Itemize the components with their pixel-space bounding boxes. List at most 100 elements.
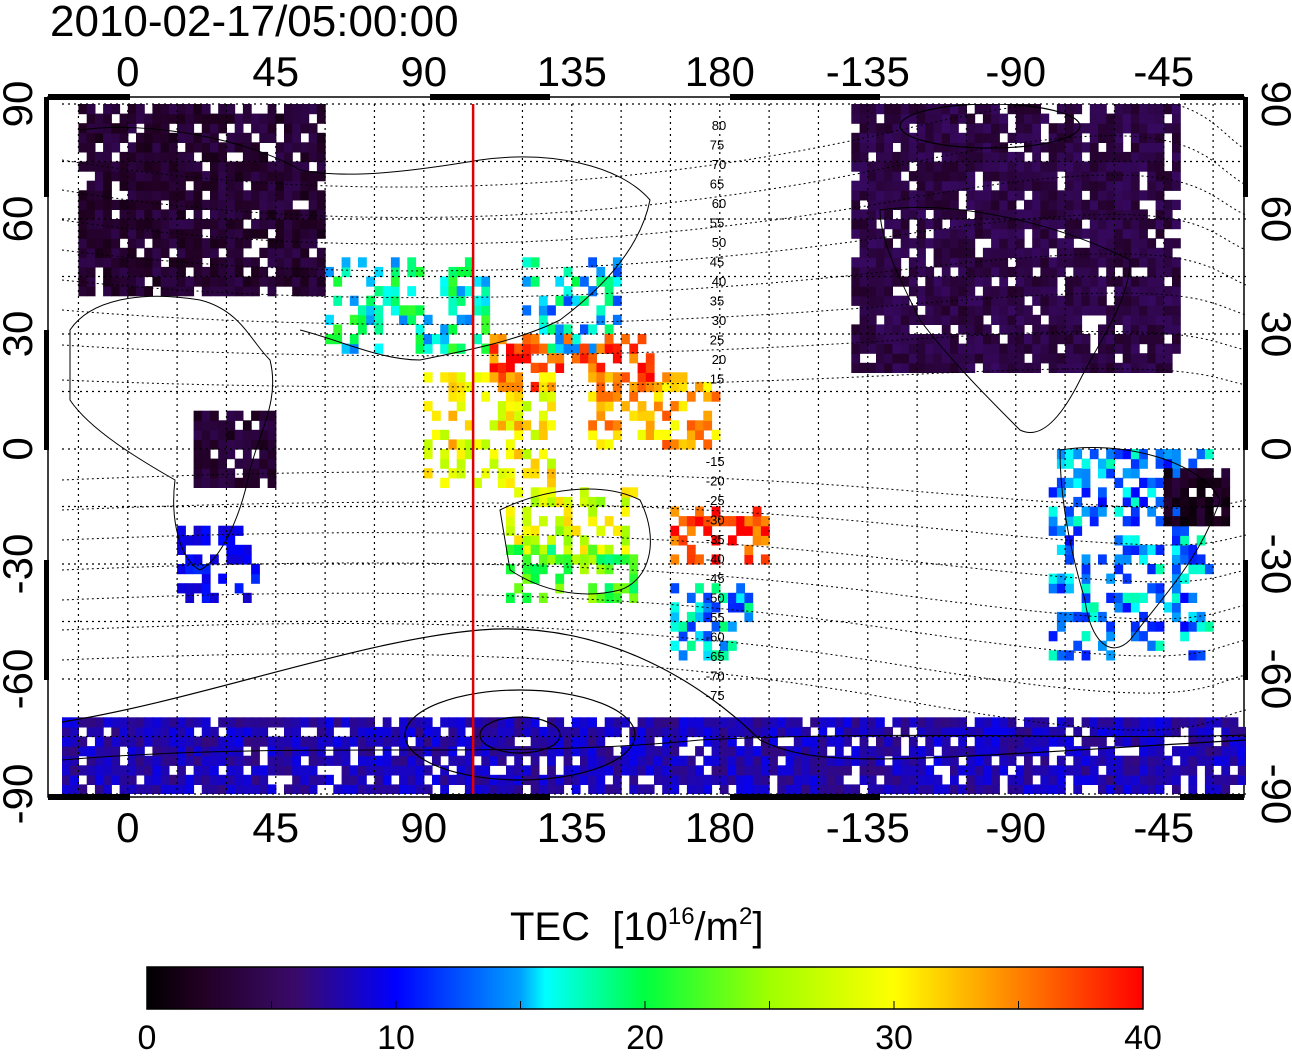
tec-cell: [1122, 286, 1132, 297]
tec-cell: [127, 774, 137, 785]
tec-cell: [867, 171, 877, 182]
tec-cell: [547, 774, 556, 785]
tec-cell: [201, 449, 211, 460]
tec-cell: [267, 286, 277, 297]
tec-cell: [1056, 458, 1066, 469]
tec-region: [325, 257, 491, 354]
tec-cell: [1114, 276, 1124, 287]
tec-cell: [489, 458, 499, 469]
tec-cell: [917, 151, 926, 163]
tec-cell: [884, 209, 893, 220]
tec-cell: [481, 324, 491, 335]
tec-cell: [1015, 113, 1025, 124]
tec-cell: [119, 717, 129, 728]
tec-cell: [366, 765, 375, 776]
tec-cell: [571, 746, 581, 757]
tec-cell: [859, 219, 869, 230]
tec-cell: [1172, 726, 1181, 738]
tec-cell: [111, 717, 121, 728]
tec-cell: [612, 420, 622, 431]
tec-cell: [686, 391, 696, 402]
tec-cell: [407, 717, 417, 728]
tec-cell: [908, 199, 918, 210]
tec-cell: [547, 458, 556, 469]
y-tick-label-right: 30: [1253, 311, 1292, 358]
tec-cell: [275, 161, 285, 172]
tec-cell: [1130, 113, 1140, 124]
tec-cell: [1122, 736, 1132, 747]
tec-cell: [571, 784, 581, 794]
tec-cell: [201, 238, 211, 249]
tec-cell: [177, 774, 186, 785]
tec-cell: [1081, 161, 1091, 172]
tec-cell: [448, 372, 458, 383]
tec-cell: [267, 219, 277, 230]
tec-cell: [506, 477, 515, 488]
tec-cell: [908, 314, 918, 325]
tec-cell: [1196, 506, 1206, 517]
tec-cell: [1155, 746, 1165, 757]
tec-cell: [925, 161, 935, 172]
tec-cell: [177, 544, 186, 555]
tec-cell: [193, 410, 203, 421]
tec-cell: [111, 142, 121, 153]
tec-cell: [917, 765, 926, 776]
tec-cell: [210, 266, 219, 278]
tec-cell: [900, 247, 910, 258]
tec-cell: [325, 314, 334, 325]
tec-cell: [358, 305, 367, 316]
tec-cell: [571, 774, 581, 785]
tec-cell: [1024, 726, 1033, 738]
tec-cell: [1155, 353, 1165, 364]
tec-cell: [1073, 132, 1083, 143]
tec-cell: [1073, 611, 1083, 623]
tec-cell: [1065, 161, 1074, 172]
tec-cell: [160, 765, 170, 776]
tec-cell: [292, 247, 301, 258]
tec-cell: [407, 765, 417, 776]
tec-cell: [160, 774, 170, 785]
tec-cell: [974, 190, 984, 201]
tec-cell: [218, 449, 227, 460]
tec-cell: [925, 113, 935, 124]
tec-cell: [1065, 314, 1074, 325]
tec-cell: [908, 717, 918, 728]
tec-cell: [497, 477, 507, 488]
tec-cell: [933, 784, 943, 794]
tec-cell: [136, 161, 145, 172]
tec-cell: [900, 276, 910, 287]
tec-cell: [580, 774, 589, 785]
tec-cell: [1172, 266, 1181, 278]
tec-cell: [563, 774, 573, 785]
tec-cell: [127, 123, 137, 134]
tec-cell: [218, 458, 227, 469]
tec-cell: [300, 228, 310, 239]
tec-cell: [900, 104, 910, 115]
tec-cell: [226, 429, 236, 440]
tec-cell: [941, 180, 951, 191]
tec-cell: [612, 525, 622, 536]
tec-cell: [941, 276, 951, 287]
tec-cell: [464, 314, 474, 325]
tec-cell: [193, 583, 203, 594]
tec-cell: [1098, 219, 1107, 230]
tec-cell: [218, 113, 227, 124]
tec-cell: [522, 765, 532, 776]
tec-cell: [226, 180, 236, 191]
tec-cell: [950, 295, 959, 306]
tec-cell: [103, 257, 112, 268]
tec-cell: [900, 190, 910, 201]
tec-cell: [103, 276, 112, 287]
tec-cell: [604, 564, 614, 575]
tec-cell: [612, 295, 622, 306]
tec-cell: [1106, 449, 1115, 460]
tec-cell: [933, 113, 943, 124]
tec-cell: [1073, 199, 1083, 210]
tec-cell: [563, 554, 573, 565]
tec-cell: [514, 410, 523, 421]
tec-cell: [612, 554, 622, 565]
tec-cell: [703, 650, 713, 661]
tec-cell: [1048, 334, 1058, 345]
x-tick-label-top: 90: [400, 48, 447, 95]
tec-cell: [177, 180, 186, 191]
